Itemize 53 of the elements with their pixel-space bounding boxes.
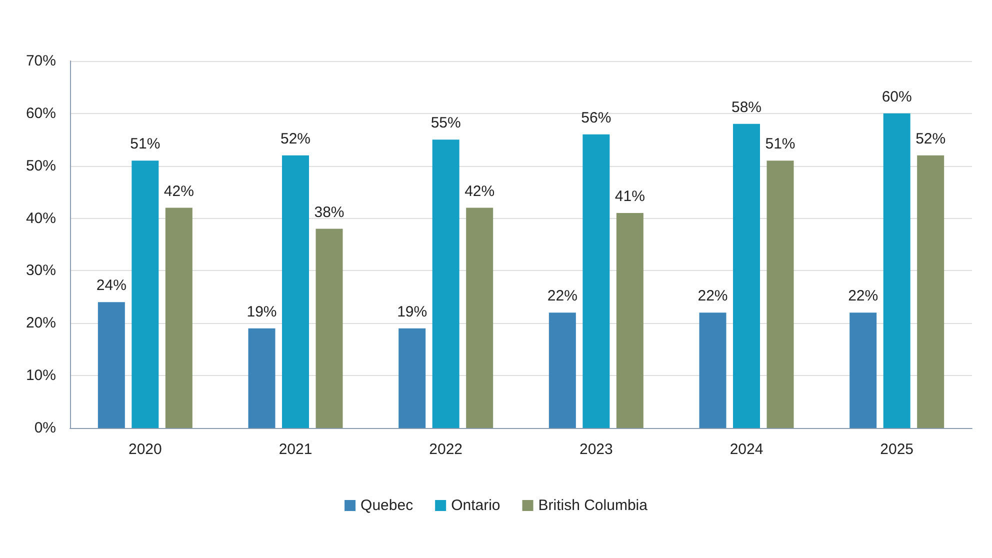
- y-tick-label: 10%: [26, 367, 56, 384]
- legend-label: Ontario: [451, 497, 500, 514]
- data-label: 60%: [882, 88, 912, 106]
- y-tick-label: 70%: [26, 52, 56, 70]
- bar: [699, 312, 726, 428]
- data-label: 58%: [731, 98, 762, 116]
- data-label: 22%: [848, 288, 878, 305]
- bar: [548, 312, 576, 428]
- data-label: 56%: [581, 109, 612, 126]
- x-tick-label: 2021: [278, 441, 312, 458]
- bar: [466, 208, 494, 428]
- x-tick-label: 2022: [429, 441, 463, 458]
- y-tick-label: 20%: [26, 314, 56, 332]
- data-label: 42%: [464, 182, 495, 200]
- data-label: 19%: [397, 303, 428, 320]
- y-tick-label: 30%: [26, 262, 56, 280]
- data-label: 52%: [916, 130, 946, 148]
- data-label: 55%: [430, 114, 461, 132]
- legend-label: British Columbia: [538, 497, 648, 514]
- bar: [282, 155, 309, 428]
- bar: [398, 328, 426, 428]
- bar: [165, 208, 192, 428]
- y-tick-label: 0%: [34, 420, 56, 436]
- y-tick-label: 50%: [26, 157, 56, 174]
- data-label: 41%: [614, 188, 645, 206]
- bar: [316, 228, 343, 428]
- bar: [582, 134, 610, 428]
- bar: [733, 124, 760, 428]
- bar: [132, 160, 159, 428]
- data-label: 52%: [280, 130, 311, 148]
- bar: [883, 113, 910, 428]
- bar: [917, 155, 944, 428]
- data-label: 19%: [246, 303, 277, 320]
- bar: [248, 328, 276, 428]
- bar: [616, 213, 644, 428]
- data-label: 51%: [130, 136, 160, 153]
- bar: [766, 160, 794, 428]
- legend-label: Quebec: [360, 497, 414, 514]
- y-tick-label: 40%: [26, 210, 56, 227]
- data-label: 51%: [765, 136, 796, 153]
- x-tick-label: 2023: [579, 441, 613, 458]
- bar: [432, 140, 460, 428]
- x-tick-label: 2024: [730, 441, 764, 458]
- x-tick-label: 2025: [880, 441, 914, 458]
- y-tick-label: 60%: [26, 104, 56, 122]
- data-label: 24%: [96, 277, 126, 294]
- bar: [98, 302, 125, 428]
- x-tick-label: 2020: [128, 441, 162, 458]
- data-label: 42%: [164, 182, 194, 200]
- bar: [850, 312, 877, 428]
- data-label: 22%: [698, 288, 728, 305]
- data-label: 22%: [547, 288, 578, 305]
- data-label: 38%: [314, 204, 344, 221]
